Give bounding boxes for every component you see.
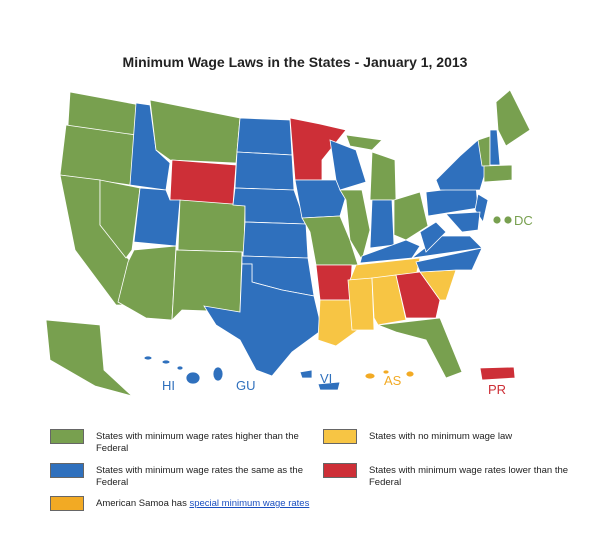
- region: [369, 151, 397, 201]
- region: [299, 369, 313, 379]
- region: [419, 221, 447, 253]
- region: [149, 99, 241, 164]
- region: [393, 191, 429, 241]
- region: [483, 164, 513, 183]
- region: [405, 370, 415, 378]
- region: [382, 369, 390, 375]
- legend-label: American Samoa has: [96, 498, 187, 509]
- region: [59, 124, 137, 186]
- territory-label: AS: [384, 373, 402, 388]
- region: [203, 263, 323, 377]
- region: [177, 199, 246, 253]
- legend-note: American Samoa has special minimum wage …: [96, 498, 356, 510]
- legend-swatch: [50, 463, 84, 478]
- region: [474, 193, 489, 223]
- region: [395, 271, 441, 319]
- region: [369, 199, 395, 249]
- legend-swatch: [323, 429, 357, 444]
- legend-swatch: [50, 496, 84, 511]
- region: [317, 299, 359, 347]
- region: [345, 134, 383, 151]
- legend-label: States with minimum wage rates higher th…: [96, 431, 299, 454]
- region: [236, 117, 293, 156]
- region: [377, 317, 463, 379]
- region: [492, 215, 502, 225]
- region: [445, 211, 481, 233]
- region: [143, 355, 153, 361]
- territory-label: GU: [236, 378, 256, 393]
- region: [315, 264, 353, 301]
- legend-swatch: [323, 463, 357, 478]
- map: Minimum Wage Laws in the States - Januar…: [45, 54, 533, 397]
- region: [359, 239, 421, 264]
- territory-label: VI: [320, 371, 332, 386]
- region: [425, 185, 479, 217]
- region: [129, 102, 171, 191]
- region: [234, 151, 295, 191]
- territory-label: HI: [162, 378, 175, 393]
- region: [242, 221, 309, 259]
- territory-label: PR: [488, 382, 506, 397]
- region: [329, 139, 367, 191]
- region: [489, 129, 501, 166]
- region: [503, 215, 513, 225]
- region: [364, 372, 376, 380]
- region: [347, 277, 375, 331]
- region: [371, 274, 407, 326]
- legend-label: States with minimum wage rates the same …: [96, 465, 303, 488]
- region: [294, 179, 347, 219]
- legend-swatch: [50, 429, 84, 444]
- map-title: Minimum Wage Laws in the States - Januar…: [123, 54, 468, 70]
- region: [415, 247, 483, 273]
- link[interactable]: special minimum wage rates: [189, 498, 310, 509]
- region: [169, 159, 237, 206]
- region: [176, 365, 184, 371]
- region: [495, 89, 531, 147]
- states: [45, 89, 531, 397]
- region: [99, 179, 141, 259]
- region: [161, 359, 171, 365]
- region: [435, 139, 487, 191]
- region: [185, 371, 201, 385]
- legend-label: States with minimum wage rates lower tha…: [369, 465, 569, 488]
- territory-label: DC: [514, 213, 533, 228]
- region: [45, 319, 133, 397]
- region: [212, 366, 224, 382]
- legend-label: States with no minimum wage law: [369, 431, 513, 442]
- region: [317, 381, 341, 391]
- region: [117, 245, 177, 321]
- region: [479, 366, 516, 381]
